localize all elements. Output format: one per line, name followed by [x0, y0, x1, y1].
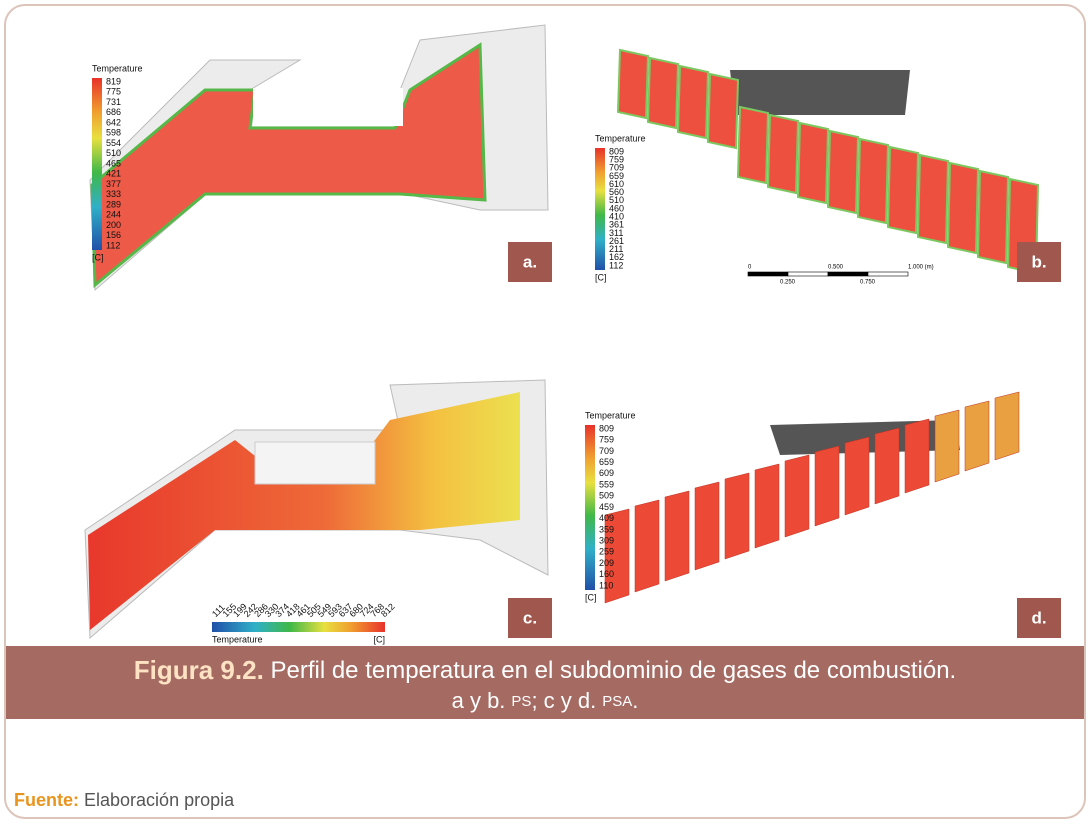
legend-tick: 465: [106, 158, 121, 168]
legend-tick: 598: [106, 128, 121, 138]
slice: [648, 58, 678, 128]
legend-title: Temperature: [92, 63, 143, 73]
slice: [875, 428, 899, 504]
slice: [755, 464, 779, 548]
legend-tick: 244: [106, 210, 121, 220]
slice: [785, 455, 809, 537]
slice: [665, 491, 689, 581]
legend-tick: 642: [106, 117, 121, 127]
legend-tick: 110: [599, 580, 613, 590]
legend-title: Temperature: [585, 410, 636, 420]
legend-tick: 459: [599, 502, 614, 512]
slice: [695, 482, 719, 570]
legend-tick: 686: [106, 107, 121, 117]
slice: [738, 107, 768, 183]
slice: [905, 419, 929, 493]
slice: [815, 446, 839, 526]
slice: [935, 410, 959, 482]
legend-tick: 259: [599, 547, 614, 557]
figure-number: Figura 9.2.: [134, 655, 264, 685]
panel-label: c.: [523, 608, 537, 627]
colorbar: [595, 148, 605, 270]
slice: [708, 74, 738, 148]
colorbar: [92, 78, 102, 250]
legend-tick: 200: [106, 220, 121, 230]
slice: [978, 171, 1008, 263]
legend-tick: 309: [599, 536, 614, 546]
caption-part: .: [632, 688, 638, 713]
caption-part: a y b.: [452, 688, 506, 713]
scale-label: 1.000 (m): [908, 265, 934, 271]
legend-tick: 559: [599, 479, 614, 489]
legend-tick: 775: [106, 87, 121, 97]
slice: [995, 392, 1019, 460]
legend-tick: 819: [106, 76, 121, 86]
slice: [768, 115, 798, 193]
legend-tick: 112: [106, 240, 120, 250]
legend-tick: 160: [599, 569, 614, 579]
legend-tick: 759: [599, 435, 614, 445]
legend-tick: 421: [106, 169, 121, 179]
source: Fuente: Elaboración propia: [14, 790, 235, 810]
slice: [798, 123, 828, 203]
caption-part: PSA: [602, 693, 632, 710]
legend-tick: 731: [106, 97, 121, 107]
scale-label: 0.750: [860, 280, 876, 286]
caption-text: Perfil de temperatura en el subdominio d…: [270, 657, 956, 684]
slice: [725, 473, 749, 559]
legend-tick: 156: [106, 230, 121, 240]
legend-tick: 377: [106, 179, 121, 189]
legend-tick: 510: [106, 148, 121, 158]
legend-unit: [C]: [373, 634, 385, 644]
scale-label: 0.250: [780, 280, 796, 286]
legend-tick: 659: [599, 457, 614, 467]
scale-segment: [748, 272, 788, 276]
colorbar: [212, 622, 385, 632]
page: Figura 9.2. Perfil de temperatura en el …: [0, 0, 1090, 823]
legend-tick: 289: [106, 199, 121, 209]
legend-tick: 809: [599, 423, 614, 433]
source-text: Elaboración propia: [84, 790, 235, 810]
legend-tick: 112: [609, 260, 623, 270]
slice: [678, 66, 708, 138]
slice: [888, 147, 918, 233]
legend-tick: 209: [599, 558, 614, 568]
panel-label: b.: [1031, 252, 1046, 271]
source-label: Fuente:: [14, 790, 79, 810]
legend-tick: 609: [599, 468, 614, 478]
legend-tick: 554: [106, 138, 121, 148]
scale-segment: [828, 272, 868, 276]
slice: [965, 401, 989, 471]
scale-segment: [788, 272, 828, 276]
legend-tick: 359: [599, 524, 614, 534]
legend-unit: [C]: [92, 252, 104, 262]
legend-tick: 509: [599, 491, 614, 501]
legend-unit: [C]: [595, 272, 607, 282]
slice: [845, 437, 869, 515]
legend-title: Temperature: [595, 133, 646, 143]
panel-label: d.: [1031, 608, 1046, 627]
panel-label: a.: [523, 252, 537, 271]
colorbar: [585, 425, 595, 590]
slice: [635, 500, 659, 592]
slice: [918, 155, 948, 243]
slice: [858, 139, 888, 223]
legend-tick: 709: [599, 446, 614, 456]
legend-tick: 333: [106, 189, 121, 199]
slice: [618, 50, 648, 118]
scale-label: 0.500: [828, 265, 844, 271]
caption-part: PS: [511, 693, 531, 710]
scale-segment: [868, 272, 908, 276]
slice: [828, 131, 858, 213]
slice: [948, 163, 978, 253]
caption-line-1: Figura 9.2. Perfil de temperatura en el …: [134, 655, 956, 685]
caption-part: ; c y d.: [531, 688, 596, 713]
legend-tick: 409: [599, 513, 614, 523]
legend-unit: [C]: [585, 592, 597, 602]
legend-title: Temperature: [212, 634, 263, 644]
